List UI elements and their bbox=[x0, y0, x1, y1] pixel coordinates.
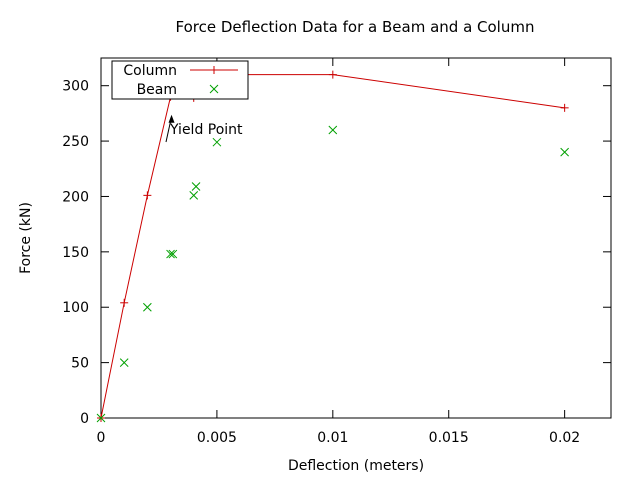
series-layer bbox=[96, 70, 569, 423]
y-tick-label: 100 bbox=[62, 300, 89, 316]
legend-marker-column bbox=[210, 66, 218, 74]
point-beam bbox=[119, 358, 129, 367]
series-column bbox=[97, 70, 569, 422]
x-axis-label: Deflection (meters) bbox=[288, 458, 424, 474]
x-tick-label: 0.01 bbox=[317, 430, 348, 446]
y-tick-label: 50 bbox=[71, 356, 89, 372]
x-axis: 0 0.005 0.01 0.015 0.02 bbox=[97, 58, 580, 446]
legend: Column Beam bbox=[111, 60, 249, 100]
point-beam bbox=[189, 191, 199, 200]
point-beam bbox=[212, 137, 222, 147]
plot-frame bbox=[100, 57, 612, 419]
y-tick-label: 150 bbox=[62, 245, 89, 261]
point-column bbox=[120, 298, 129, 307]
series-beam bbox=[96, 85, 569, 423]
point-column bbox=[560, 103, 569, 112]
y-axis-label: Force (kN) bbox=[18, 202, 34, 274]
x-tick-label: 0 bbox=[97, 430, 106, 446]
legend-box bbox=[111, 60, 249, 100]
point-beam bbox=[191, 182, 201, 191]
point-beam bbox=[96, 413, 106, 423]
point-beam bbox=[168, 249, 178, 259]
point-beam bbox=[166, 249, 175, 259]
x-tick-label: 0.02 bbox=[549, 430, 580, 446]
legend-label-column: Column bbox=[123, 63, 177, 79]
legend-label-beam: Beam bbox=[137, 82, 177, 98]
y-tick-label: 0 bbox=[80, 411, 89, 427]
point-beam bbox=[560, 147, 569, 157]
point-beam bbox=[328, 125, 338, 135]
annotation-arrow-head bbox=[168, 114, 175, 123]
point-column bbox=[328, 70, 337, 79]
x-tick-label: 0.015 bbox=[429, 430, 469, 446]
y-tick-label: 250 bbox=[62, 134, 89, 150]
legend-marker-beam bbox=[209, 84, 219, 94]
plot-border bbox=[100, 57, 612, 419]
x-tick-label: 0.005 bbox=[197, 430, 237, 446]
annotation-layer: Yield Point bbox=[165, 114, 243, 143]
y-axis: 0 50 100 150 200 250 300 bbox=[62, 79, 611, 427]
point-column bbox=[143, 191, 152, 200]
annotation-label: Yield Point bbox=[169, 122, 243, 138]
y-tick-label: 200 bbox=[62, 189, 89, 205]
annotation-yield-point: Yield Point bbox=[165, 114, 243, 143]
point-beam bbox=[143, 302, 152, 312]
y-tick-label: 300 bbox=[62, 79, 89, 95]
chart-title: Force Deflection Data for a Beam and a C… bbox=[176, 18, 535, 36]
